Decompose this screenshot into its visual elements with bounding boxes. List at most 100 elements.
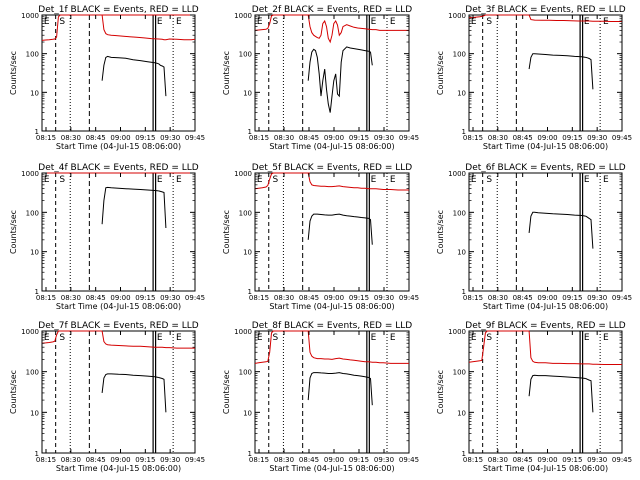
x-tick-label: 09:30 bbox=[587, 294, 607, 302]
x-tick-label: 09:45 bbox=[185, 134, 205, 142]
panel-title: Det_4f BLACK = Events, RED = LLD bbox=[38, 163, 198, 173]
series-line bbox=[468, 14, 530, 19]
x-tick-label: 08:15 bbox=[36, 134, 56, 142]
x-tick-label: 08:15 bbox=[36, 456, 56, 464]
y-axis-label: Counts/sec bbox=[436, 370, 445, 414]
series-line bbox=[585, 56, 594, 90]
plot-frame bbox=[254, 14, 410, 132]
y-tick-label: 10 bbox=[30, 409, 39, 417]
y-tick-label: 1000 bbox=[448, 170, 466, 178]
y-tick-label: 1 bbox=[35, 128, 39, 136]
event-marker: E bbox=[603, 333, 609, 343]
y-tick-label: 100 bbox=[26, 51, 39, 59]
x-tick-label: 09:30 bbox=[160, 294, 180, 302]
panel-title: Det_1f BLACK = Events, RED = LLD bbox=[38, 5, 198, 15]
event-marker: E bbox=[584, 333, 590, 343]
y-tick-label: 100 bbox=[26, 369, 39, 377]
x-tick-label: 08:30 bbox=[274, 456, 294, 464]
event-marker: E bbox=[157, 175, 163, 185]
plot-frame bbox=[468, 14, 623, 132]
x-tick-label: 09:15 bbox=[135, 134, 155, 142]
x-tick-label: 08:45 bbox=[86, 134, 106, 142]
x-tick-label: 09:45 bbox=[612, 456, 632, 464]
plot-frame bbox=[41, 330, 196, 454]
y-tick-label: 1 bbox=[35, 450, 39, 458]
series-line bbox=[41, 330, 103, 344]
x-axis-label: Start Time (04-Jul-15 08:06:00) bbox=[56, 464, 181, 473]
y-axis-label: Counts/sec bbox=[9, 210, 18, 254]
y-tick-label: 10 bbox=[457, 89, 466, 97]
y-tick-label: 1000 bbox=[234, 170, 252, 178]
plot-frame bbox=[254, 172, 410, 292]
series-line bbox=[158, 377, 167, 413]
x-axis-label: Start Time (04-Jul-15 08:06:00) bbox=[269, 302, 394, 311]
x-tick-label: 09:45 bbox=[185, 456, 205, 464]
series-line bbox=[528, 374, 586, 397]
x-axis-label: Start Time (04-Jul-15 08:06:00) bbox=[483, 142, 608, 151]
x-axis-label: Start Time (04-Jul-15 08:06:00) bbox=[56, 142, 181, 151]
x-tick-label: 08:30 bbox=[274, 294, 294, 302]
x-tick-label: 09:00 bbox=[110, 456, 130, 464]
x-tick-label: 09:45 bbox=[399, 456, 419, 464]
x-tick-label: 08:45 bbox=[299, 294, 319, 302]
x-tick-label: 08:45 bbox=[86, 456, 106, 464]
plot-frame bbox=[41, 172, 196, 292]
series-line bbox=[528, 14, 622, 22]
x-tick-label: 09:00 bbox=[324, 294, 344, 302]
y-tick-label: 1 bbox=[248, 288, 252, 296]
event-marker: E bbox=[390, 175, 396, 185]
y-tick-label: 10 bbox=[243, 89, 252, 97]
x-tick-label: 09:15 bbox=[562, 134, 582, 142]
y-tick-label: 100 bbox=[453, 369, 466, 377]
y-tick-label: 1000 bbox=[448, 328, 466, 336]
x-tick-label: 09:30 bbox=[374, 134, 394, 142]
event-marker: E bbox=[257, 333, 263, 343]
x-tick-label: 08:15 bbox=[249, 134, 269, 142]
event-marker: E bbox=[44, 17, 50, 27]
series-line bbox=[368, 50, 373, 66]
y-tick-label: 1000 bbox=[21, 170, 39, 178]
series-line bbox=[254, 14, 310, 31]
x-tick-label: 08:45 bbox=[513, 456, 533, 464]
y-tick-label: 10 bbox=[243, 249, 252, 257]
panel-title: Det_7f BLACK = Events, RED = LLD bbox=[38, 321, 198, 331]
x-tick-label: 09:45 bbox=[612, 294, 632, 302]
panel-title: Det_9f BLACK = Events, RED = LLD bbox=[465, 321, 625, 331]
series-line bbox=[528, 330, 622, 365]
x-tick-label: 08:30 bbox=[274, 134, 294, 142]
x-tick-label: 08:15 bbox=[463, 134, 483, 142]
series-line bbox=[307, 172, 409, 191]
y-tick-label: 100 bbox=[453, 209, 466, 217]
y-tick-label: 1 bbox=[248, 450, 252, 458]
x-tick-label: 09:00 bbox=[324, 134, 344, 142]
event-marker: S bbox=[273, 175, 279, 185]
series-line bbox=[307, 372, 369, 401]
y-tick-label: 1000 bbox=[21, 12, 39, 20]
series-line bbox=[585, 378, 594, 413]
x-tick-label: 08:15 bbox=[463, 456, 483, 464]
x-tick-label: 09:30 bbox=[160, 456, 180, 464]
series-line bbox=[101, 186, 159, 225]
series-line bbox=[101, 373, 159, 393]
x-tick-label: 08:45 bbox=[299, 456, 319, 464]
series-line bbox=[158, 190, 167, 229]
x-tick-label: 09:30 bbox=[587, 134, 607, 142]
event-marker: E bbox=[157, 17, 163, 27]
y-tick-label: 1 bbox=[462, 450, 466, 458]
x-tick-label: 09:00 bbox=[324, 456, 344, 464]
y-tick-label: 100 bbox=[239, 51, 252, 59]
x-tick-label: 09:15 bbox=[135, 294, 155, 302]
panel-title: Det_5f BLACK = Events, RED = LLD bbox=[252, 163, 412, 173]
x-tick-label: 08:30 bbox=[488, 134, 508, 142]
event-marker: E bbox=[390, 333, 396, 343]
x-tick-label: 09:00 bbox=[537, 456, 557, 464]
event-marker: E bbox=[371, 333, 377, 343]
series-line bbox=[368, 377, 373, 406]
x-tick-label: 09:45 bbox=[612, 134, 632, 142]
x-tick-label: 09:30 bbox=[374, 456, 394, 464]
